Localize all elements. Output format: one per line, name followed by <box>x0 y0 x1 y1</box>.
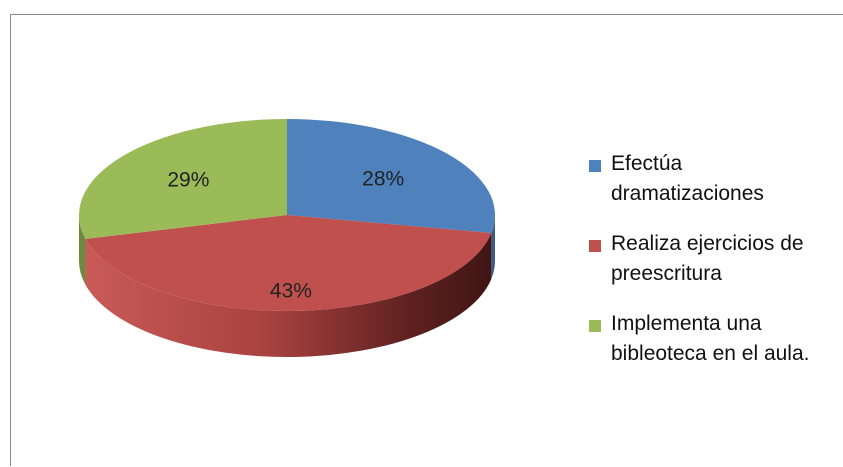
data-label-realiza: 43% <box>270 280 312 303</box>
slice-realiza <box>85 215 492 311</box>
legend-item-implementa: Implementa una bibleoteca en el aula. <box>589 309 839 369</box>
chart-area: 28% 43% 29% Efectúa dramatizaciones Realiz… <box>10 14 843 466</box>
data-label-implementa: 29% <box>167 169 209 192</box>
legend-swatch-blue <box>589 160 601 172</box>
slice-efectua-side <box>491 215 495 279</box>
legend-label-line1: Realiza ejercicios de <box>611 232 804 255</box>
legend-label-line1: Implementa una <box>611 312 762 335</box>
pie-slices <box>79 119 495 311</box>
legend-label-line2: preescritura <box>611 262 722 285</box>
pie-chart: 28% 43% 29% <box>79 119 495 357</box>
legend-swatch-red <box>589 240 601 252</box>
legend-label-line1: Efectúa <box>611 152 683 175</box>
legend-item-efectua: Efectúa dramatizaciones <box>589 149 839 209</box>
data-label-efectua: 28% <box>362 167 404 190</box>
pie-side-walls <box>79 215 495 357</box>
slice-realiza-side <box>85 232 492 357</box>
slice-efectua <box>287 119 495 233</box>
pie-value-labels: 28% 43% 29% <box>167 167 404 302</box>
legend-item-realiza: Realiza ejercicios de preescritura <box>589 229 839 289</box>
legend-swatch-green <box>589 320 601 332</box>
legend-label-line2: dramatizaciones <box>611 182 764 205</box>
slice-implementa <box>79 119 287 239</box>
legend: Efectúa dramatizaciones Realiza ejercici… <box>589 149 839 389</box>
legend-label-line2: bibleoteca en el aula. <box>611 342 810 365</box>
slice-implementa-side <box>79 215 86 285</box>
